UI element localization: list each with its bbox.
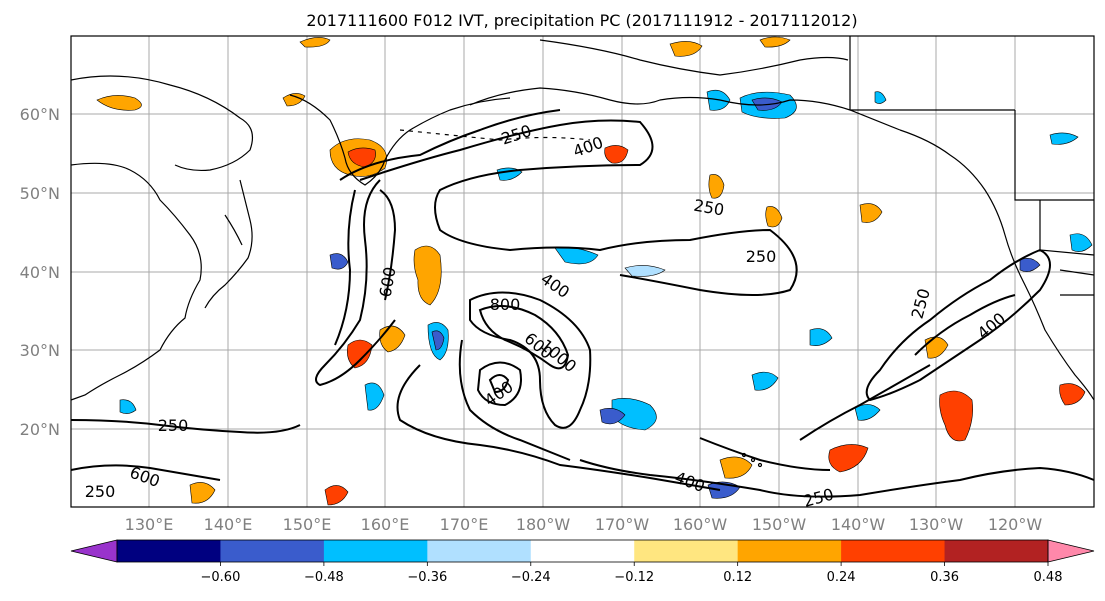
pc-positive-region <box>189 482 216 504</box>
contour-label: 250 <box>746 247 777 266</box>
pc-positive-region <box>96 95 142 111</box>
colorbar-tick-label: −0.24 <box>511 570 551 585</box>
pc-negative-region <box>431 330 445 351</box>
graticule <box>71 36 1094 507</box>
map-panel: 250 400 250 250 250 600 400 800 250 400 … <box>70 35 1095 511</box>
colorbar-bin <box>944 540 1049 562</box>
lat-label: 50°N <box>20 184 60 203</box>
precipitation-pc-shading <box>96 36 1093 506</box>
pc-negative-region <box>854 404 881 421</box>
lat-label: 40°N <box>20 263 60 282</box>
colorbar-extend-low <box>70 539 118 563</box>
lon-label: 130°E <box>125 515 174 534</box>
lon-label: 140°W <box>831 515 886 534</box>
lon-label: 170°E <box>440 515 489 534</box>
colorbar-bin <box>634 540 739 562</box>
lon-label: 170°W <box>595 515 650 534</box>
contour-label: 250 <box>85 482 116 501</box>
pc-positive-region <box>708 174 725 199</box>
pc-positive-region <box>347 147 376 168</box>
coastlines <box>70 36 1095 468</box>
pc-positive-region <box>604 145 629 164</box>
contour-label: 800 <box>490 295 521 314</box>
lon-label: 120°W <box>988 515 1043 534</box>
longitude-labels: 130°E 140°E 150°E 160°E 170°E 180°W 170°… <box>125 515 1043 534</box>
colorbar-tick-label: 0.48 <box>1034 570 1063 585</box>
pc-positive-region <box>1059 383 1086 406</box>
lon-label: 150°E <box>283 515 332 534</box>
pc-negative-region <box>1049 132 1079 145</box>
colorbar: −0.60 −0.48 −0.36 −0.24 −0.12 0.12 0.24 0.36 0.4… <box>70 539 1095 585</box>
colorbar-tick-label: −0.36 <box>407 570 447 585</box>
colorbar-bin <box>323 540 428 562</box>
pc-positive-region <box>347 339 373 369</box>
pc-negative-region <box>751 371 779 391</box>
lon-label: 160°W <box>673 515 728 534</box>
colorbar-bin <box>841 540 946 562</box>
contour-label: 250 <box>158 416 189 435</box>
colorbar-bin <box>737 540 842 562</box>
colorbar-tick-label: −0.60 <box>201 570 241 585</box>
latitude-labels: 60°N 50°N 40°N 30°N 20°N <box>20 105 60 439</box>
colorbar-tick-label: −0.12 <box>614 570 654 585</box>
pc-negative-region <box>874 91 887 104</box>
map-frame <box>70 35 1095 508</box>
pc-positive-region <box>669 41 703 57</box>
pc-positive-region <box>939 390 973 442</box>
lon-label: 180°W <box>516 515 571 534</box>
colorbar-bin <box>220 540 325 562</box>
lon-label: 150°W <box>752 515 807 534</box>
colorbar-tick-label: 0.24 <box>827 570 856 585</box>
colorbar-extend-high <box>1047 539 1095 563</box>
colorbar-tick-label: 0.36 <box>930 570 959 585</box>
pc-negative-region <box>809 328 833 346</box>
lat-label: 20°N <box>20 420 60 439</box>
pc-positive-region <box>299 37 331 48</box>
colorbar-bin <box>530 540 635 562</box>
colorbar-tick-label: 0.12 <box>723 570 752 585</box>
pc-negative-region <box>364 382 385 411</box>
colorbar-tick-label: −0.48 <box>304 570 344 585</box>
pc-negative-region <box>1019 258 1041 272</box>
ivt-contours <box>70 109 1095 498</box>
lat-label: 60°N <box>20 105 60 124</box>
lon-label: 160°E <box>361 515 410 534</box>
pc-positive-region <box>828 444 869 473</box>
pc-positive-region <box>859 203 883 223</box>
pc-positive-region <box>324 485 349 506</box>
pc-negative-region <box>599 408 626 425</box>
colorbar-frame <box>116 539 1049 563</box>
pc-negative-region <box>329 253 349 270</box>
colorbar-bin <box>117 540 221 562</box>
pc-negative-region <box>624 265 666 277</box>
pc-negative-region <box>1069 233 1093 252</box>
lat-label: 30°N <box>20 341 60 360</box>
map-title: 2017111600 F012 IVT, precipitation PC (2… <box>306 11 857 30</box>
pc-negative-region <box>119 399 137 414</box>
pc-positive-region <box>759 36 791 48</box>
pc-positive-region <box>413 245 442 306</box>
pc-negative-region <box>611 398 657 431</box>
pc-positive-region <box>719 456 753 479</box>
pc-positive-region <box>765 206 783 228</box>
colorbar-bin <box>427 540 532 562</box>
pc-positive-region <box>282 93 306 107</box>
lon-label: 140°E <box>204 515 253 534</box>
lon-label: 130°W <box>909 515 964 534</box>
